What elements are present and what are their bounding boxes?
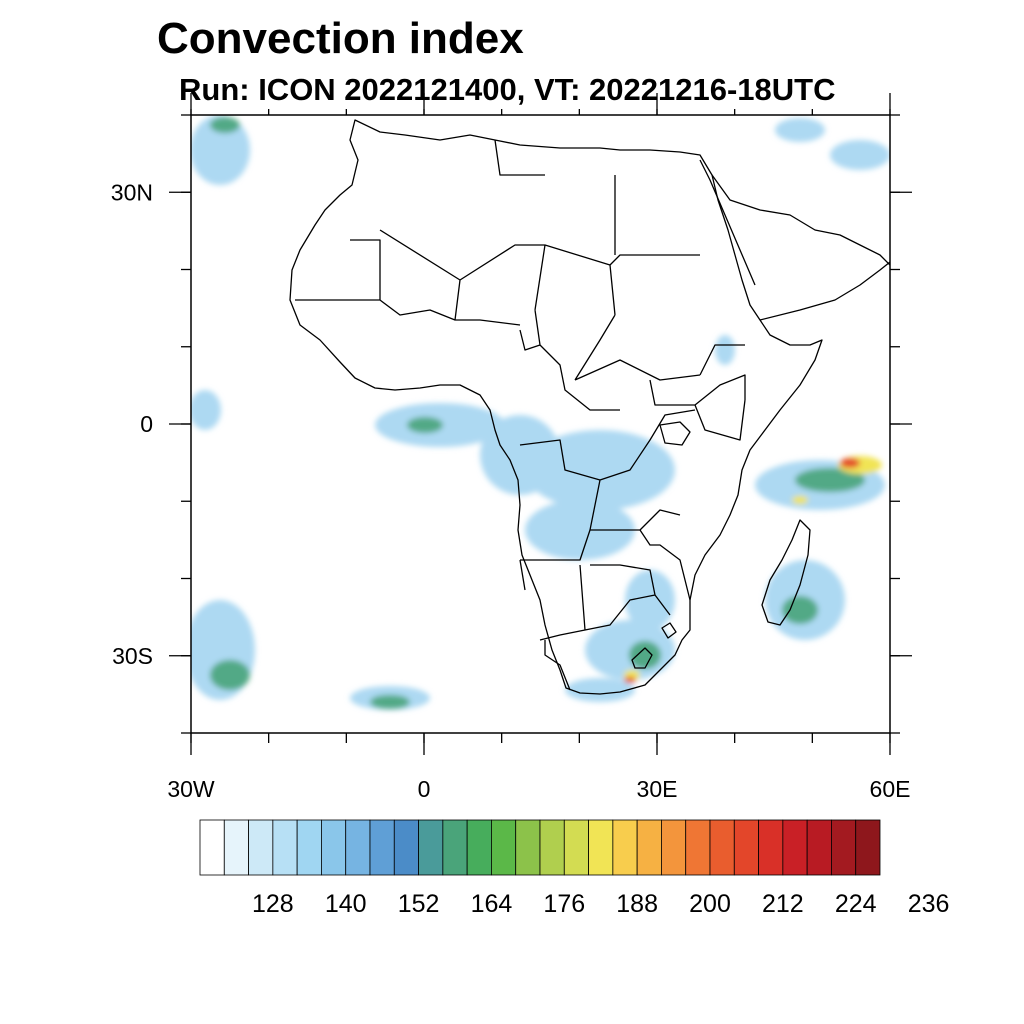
colorbar-swatch — [806, 819, 832, 876]
x-tick-label: 60E — [870, 776, 911, 802]
colorbar-swatch — [442, 819, 468, 876]
eswatini — [661, 622, 677, 639]
map-axes: 30W 0 30E 60E 30N 0 30S — [111, 93, 912, 802]
colorbar-label: 176 — [543, 890, 585, 918]
arabia-coast — [711, 174, 890, 321]
coastline-borders — [289, 119, 890, 695]
colorbar-swatch — [223, 819, 249, 876]
colorbar-swatch — [491, 819, 517, 876]
colorbar-swatch — [466, 819, 492, 876]
colorbar-swatch — [418, 819, 444, 876]
colorbar-label: 200 — [689, 890, 731, 918]
madagascar — [761, 519, 811, 626]
colorbar-swatch — [296, 819, 322, 876]
colorbar-label: 236 — [908, 890, 950, 918]
colorbar-swatch — [661, 819, 687, 876]
colorbar-swatch — [709, 819, 735, 876]
colorbar-swatch — [758, 819, 784, 876]
convection-field-blue — [191, 115, 890, 710]
lake-victoria — [659, 421, 691, 446]
internal-borders — [295, 139, 746, 691]
colorbar-swatch — [321, 819, 347, 876]
colorbar-swatch — [636, 819, 662, 876]
colorbar-swatch — [248, 819, 274, 876]
colorbar-label: 128 — [252, 890, 294, 918]
colorbar-swatch — [272, 819, 298, 876]
colorbar-swatch — [515, 819, 541, 876]
colorbar-swatch — [831, 819, 857, 876]
lesotho — [631, 647, 653, 669]
map-subtitle: Run: ICON 2022121400, VT: 20221216-18UTC — [179, 72, 836, 107]
y-tick-label: 0 — [140, 411, 153, 437]
colorbar-label: 188 — [616, 890, 658, 918]
x-tick-label: 30W — [167, 776, 215, 802]
convection-field-green — [210, 117, 865, 709]
y-tick-label: 30S — [112, 643, 153, 669]
convection-field-red — [624, 458, 860, 683]
colorbar-swatch — [539, 819, 565, 876]
colorbar-label: 140 — [325, 890, 367, 918]
colorbar: 128 140 152 164 176 188 200 212 224 236 — [199, 819, 950, 918]
colorbar-label: 152 — [398, 890, 440, 918]
colorbar-label: 212 — [762, 890, 804, 918]
colorbar-swatch — [345, 819, 371, 876]
convection-field — [191, 115, 890, 710]
colorbar-swatch — [588, 819, 614, 876]
map-title: Convection index — [157, 14, 524, 63]
x-tick-label: 0 — [418, 776, 431, 802]
colorbar-swatch — [685, 819, 711, 876]
colorbar-swatch — [199, 819, 225, 876]
colorbar-swatch — [563, 819, 589, 876]
africa-coastline — [289, 119, 823, 695]
colorbar-swatch — [855, 819, 881, 876]
red-sea-west — [699, 159, 756, 286]
x-tick-label: 30E — [637, 776, 678, 802]
colorbar-label: 224 — [835, 890, 877, 918]
colorbar-swatch — [369, 819, 395, 876]
y-tick-label: 30N — [111, 179, 153, 205]
colorbar-swatch — [733, 819, 759, 876]
colorbar-swatch — [782, 819, 808, 876]
colorbar-swatch — [612, 819, 638, 876]
colorbar-label: 164 — [471, 890, 513, 918]
colorbar-swatch — [393, 819, 419, 876]
